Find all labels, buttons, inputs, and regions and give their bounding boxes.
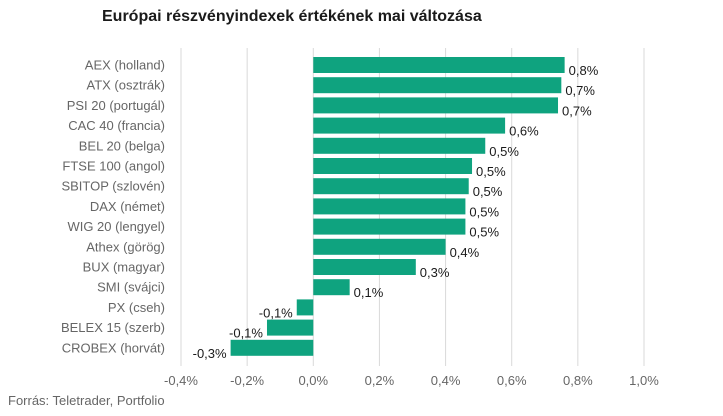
- bar: [313, 137, 486, 154]
- bar: [313, 218, 466, 235]
- bar: [313, 117, 506, 134]
- category-label: BUX (magyar): [83, 260, 165, 275]
- bar: [313, 178, 469, 195]
- bar: [313, 279, 350, 296]
- category-label: ATX (osztrák): [87, 78, 166, 93]
- x-tick-label: 0,2%: [365, 373, 395, 388]
- category-label: AEX (holland): [85, 58, 165, 73]
- category-label: DAX (német): [90, 199, 165, 214]
- category-label: BEL 20 (belga): [79, 138, 165, 153]
- category-label: CROBEX (horvát): [62, 340, 165, 355]
- bar: [313, 97, 559, 114]
- bar: [313, 198, 466, 215]
- source-note: Forrás: Teletrader, Portfolio: [8, 393, 165, 408]
- category-labels: AEX (holland) ATX (osztrák) PSI 20 (portug…: [61, 58, 165, 356]
- x-tick-label: 0,8%: [563, 373, 593, 388]
- bar: [313, 158, 473, 174]
- bar: [296, 299, 314, 316]
- data-label: 0,5%: [476, 164, 506, 179]
- data-label: 0,4%: [450, 245, 480, 260]
- data-label: 0,7%: [565, 83, 595, 98]
- data-label: 0,6%: [509, 124, 539, 139]
- bar: [266, 319, 314, 336]
- data-label: 0,5%: [469, 225, 499, 240]
- bars: [230, 57, 565, 356]
- data-label: 0,3%: [420, 265, 450, 280]
- category-label: WIG 20 (lengyel): [67, 219, 165, 234]
- category-label: BELEX 15 (szerb): [61, 320, 165, 335]
- category-label: CAC 40 (francia): [68, 118, 165, 133]
- bar: [230, 339, 314, 356]
- data-label: -0,1%: [229, 326, 263, 341]
- bar: [313, 77, 562, 94]
- x-tick-label: 0,4%: [431, 373, 461, 388]
- data-labels: 0,8% 0,7% 0,7% 0,6% 0,5% 0,5% 0,5% 0,5% 0,5% 0,4%…: [193, 63, 599, 361]
- bar: [313, 57, 565, 73]
- category-label: PSI 20 (portugál): [67, 98, 165, 113]
- category-label: SMI (svájci): [97, 280, 165, 295]
- bar: [313, 259, 416, 275]
- bar: [313, 238, 446, 255]
- x-tick-label: 1,0%: [629, 373, 659, 388]
- data-label: 0,5%: [469, 204, 499, 219]
- x-tick-label: 0,6%: [497, 373, 527, 388]
- chart-title: Európai részvényindexek értékének mai vá…: [102, 8, 482, 25]
- data-label: 0,5%: [473, 184, 503, 199]
- x-tick-label: -0,4%: [164, 373, 198, 388]
- data-label: 0,1%: [354, 285, 384, 300]
- category-label: FTSE 100 (angol): [62, 159, 165, 174]
- category-label: PX (cseh): [108, 300, 165, 315]
- data-label: -0,3%: [193, 346, 227, 361]
- data-label: -0,1%: [259, 305, 293, 320]
- data-label: 0,7%: [562, 103, 592, 118]
- x-tick-label: -0,2%: [230, 373, 264, 388]
- x-tick-label: 0,0%: [298, 373, 328, 388]
- data-label: 0,5%: [489, 144, 519, 159]
- category-label: Athex (görög): [86, 239, 165, 254]
- x-axis-ticks: -0,4% -0,2% 0,0% 0,2% 0,4% 0,6% 0,8% 1,0%: [164, 373, 659, 388]
- data-label: 0,8%: [569, 63, 599, 78]
- category-label: SBITOP (szlovén): [61, 179, 165, 194]
